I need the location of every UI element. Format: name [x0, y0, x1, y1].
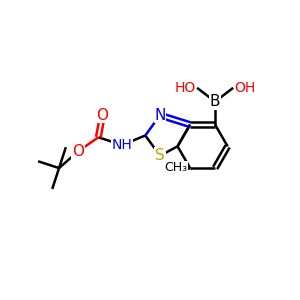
Text: HO: HO	[174, 81, 196, 95]
Text: B: B	[210, 94, 220, 109]
Text: NH: NH	[112, 138, 133, 152]
Text: S: S	[155, 148, 165, 163]
Text: N: N	[154, 108, 166, 123]
Text: OH: OH	[235, 81, 256, 95]
Text: O: O	[72, 144, 84, 159]
Text: CH₃: CH₃	[164, 161, 187, 175]
Text: O: O	[97, 108, 109, 123]
